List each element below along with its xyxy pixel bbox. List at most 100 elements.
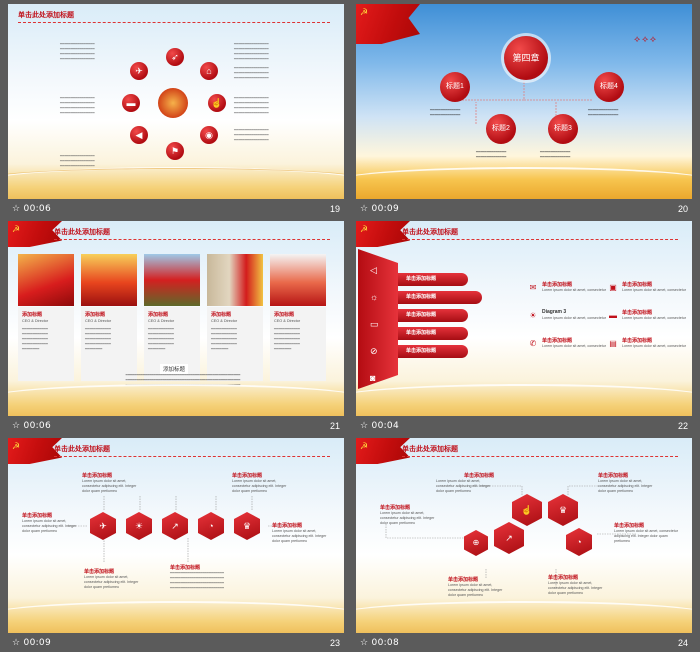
trophy-icon: ♛ (234, 512, 260, 540)
timing-label: ☆ 00:09 (12, 638, 51, 648)
rocket-icon: ➶ (166, 48, 184, 66)
card-text: ━━━━━━━━━━━━ ━━━━━━━━━━━━ ━━━━━━━━━━━━ ━━━━… (85, 327, 111, 351)
photo-2 (81, 254, 137, 306)
slide-thumbnail-24[interactable]: ☭ 单击此处添加标题 ☝ ♛ ↗ ⊕ ◔ 单击添加标题 Lorem ipsum … (356, 438, 692, 652)
item-text: Lorem ipsum dolor sit amet, consectetur (542, 316, 606, 320)
text-block: ━━━━━━━━━━━━━━ ━━━━━━━━━━━━━━ (540, 150, 571, 159)
slide-footer: ☆ 00:06 21 (8, 416, 344, 435)
icon-column (358, 249, 398, 389)
slide-header: 单击此处添加标题 (402, 229, 458, 236)
photo-3 (144, 254, 200, 306)
block-text: Lorem ipsum dolor sit amet, consectetur … (22, 519, 77, 533)
profile-card: 添加标题 CEO & Director ━━━━━━━━━━━━ ━━━━━━━━… (207, 307, 263, 381)
pie-chart-icon: ◔ (566, 528, 592, 556)
text-block: ━━━━━━━━━━━━━━━━ ━━━━━━━━━━━━━━━━ ━━━━━━━━… (234, 42, 269, 61)
block-text: Lorem ipsum dolor sit amet, consectetur … (84, 575, 139, 589)
card-role: CEO & Director (274, 319, 301, 323)
tab-bar-4: 单击添加标题 (398, 327, 468, 340)
item-title: 单击添加标题 (622, 282, 653, 288)
megaphone-icon: ◁ (370, 265, 377, 275)
slide-number: 23 (329, 638, 340, 648)
card-title: 添加标题 (274, 312, 295, 318)
center-emblem (158, 88, 188, 118)
profile-card: 添加标题 CEO & Director ━━━━━━━━━━━━ ━━━━━━━━… (144, 307, 200, 381)
camera-icon: ◙ (370, 373, 376, 383)
block-title: 单击添加标题 (598, 473, 629, 479)
slide-canvas: 单击此处添加标题 ━━━━━━━━━━━━━━━━ ━━━━━━━━━━━━━━━… (8, 4, 344, 199)
profile-card: 添加标题 CEO & Director ━━━━━━━━━━━━ ━━━━━━━━… (270, 307, 326, 381)
card-role: CEO & Director (211, 319, 238, 323)
tab-bar-3: 单击添加标题 (398, 309, 468, 322)
card-text: ━━━━━━━━━━━━ ━━━━━━━━━━━━ ━━━━━━━━━━━━ ━━━━… (148, 327, 174, 351)
photo-5 (270, 254, 326, 306)
block-text: Lorem ipsum dolor sit amet, consectetur … (436, 479, 491, 493)
slide-header: 单击此处添加标题 (54, 229, 110, 236)
slide-footer: ☆ 00:04 22 (356, 416, 692, 435)
header-divider (54, 239, 330, 240)
car-icon: ▬ (609, 311, 617, 320)
block-text: Lorem ipsum dolor sit amet, consectetur … (448, 583, 503, 597)
slide-thumbnail-22[interactable]: ☭ 单击此处添加标题 ◁ ☼ ▭ ⊘ ◙ 单击添加标题 单击添加标题 单击添加标… (356, 221, 692, 435)
clock-icon: ☆ (12, 421, 21, 431)
clock-icon: ☆ (12, 204, 21, 214)
card-role: CEO & Director (85, 319, 112, 323)
slide-canvas: ☭ ⟡⟡⟡ 第四章 标题1 标题2 标题3 标题4 ━━━━━━━━━━━━━━… (356, 4, 692, 199)
clock-icon: ☆ (360, 204, 369, 214)
connector-lines (460, 76, 592, 128)
mail-icon: ✉ (529, 283, 537, 292)
flag-icon: ⚑ (166, 142, 184, 160)
block-title: 单击添加标题 (614, 523, 645, 529)
icon-stack: ◁ ☼ ▭ ⊘ ◙ (370, 257, 379, 392)
slide-number: 24 (677, 638, 688, 648)
slide-header: 单击此处添加标题 (402, 446, 458, 453)
tab-bar-5: 单击添加标题 (398, 345, 468, 358)
item-text: Lorem ipsum dolor sit amet, consectetur (622, 344, 686, 348)
text-block: ━━━━━━━━━━━━━━━━ ━━━━━━━━━━━━━━━━ ━━━━━━━━… (60, 42, 95, 61)
slide-number: 22 (677, 421, 688, 431)
slide-thumbnail-21[interactable]: ☭ 单击此处添加标题 添加标题 CEO & Director ━━━━━━━━━… (8, 221, 344, 435)
home-icon: ⌂ (200, 62, 218, 80)
slide-thumbnail-20[interactable]: ☭ ⟡⟡⟡ 第四章 标题1 标题2 标题3 标题4 ━━━━━━━━━━━━━━… (356, 4, 692, 218)
slide-footer: ☆ 00:09 23 (8, 633, 344, 652)
title-circle-2: 标题2 (486, 114, 516, 144)
text-block: ━━━━━━━━━━━━━━━━ ━━━━━━━━━━━━━━━━ ━━━━━━━━… (60, 154, 95, 168)
timing-label: ☆ 00:06 (12, 421, 51, 431)
item-title: 单击添加标题 (622, 338, 653, 344)
header-divider (18, 22, 330, 23)
card-text: ━━━━━━━━━━━━ ━━━━━━━━━━━━ ━━━━━━━━━━━━ ━━━━… (22, 327, 48, 351)
connector-lines (68, 496, 288, 562)
block-text: Lorem ipsum dolor sit amet, consectetur … (82, 479, 137, 493)
block-title: 单击添加标题 (548, 575, 579, 581)
monitor-icon: ▭ (370, 319, 379, 329)
block-text: Lorem ipsum dolor sit amet, consectetur … (380, 511, 435, 525)
slide-thumbnail-23[interactable]: ☭ 单击此处添加标题 ✈ ☀ ↗ ◔ ♛ 单击添加标题 Lorem ipsum … (8, 438, 344, 652)
doves-decor: ⟡⟡⟡ (634, 34, 658, 44)
text-block: ━━━━━━━━━━━━━━━━ ━━━━━━━━━━━━━━━━ ━━━━━━━━… (234, 66, 269, 80)
thumbs-up-icon: ☝ (208, 94, 226, 112)
block-text: Lorem ipsum dolor sit amet, consectetur … (614, 529, 678, 543)
decor-wave (8, 168, 344, 189)
pie-chart-icon: ◔ (198, 512, 224, 540)
item-title: 单击添加标题 (542, 282, 573, 288)
chat-icon: ✆ (529, 339, 537, 348)
block-text: Lorem ipsum dolor sit amet, consectetur … (598, 479, 653, 493)
slide-thumbnail-19[interactable]: 单击此处添加标题 ━━━━━━━━━━━━━━━━ ━━━━━━━━━━━━━━━… (8, 4, 344, 218)
profile-card: 添加标题 CEO & Director ━━━━━━━━━━━━ ━━━━━━━━… (18, 307, 74, 381)
decor-wave (356, 601, 692, 629)
item-text: Lorem ipsum dolor sit amet, consectetur (622, 316, 686, 320)
slide-canvas: ☭ 单击此处添加标题 ◁ ☼ ▭ ⊘ ◙ 单击添加标题 单击添加标题 单击添加标… (356, 221, 692, 416)
megaphone-icon: ◀ (130, 126, 148, 144)
text-block: ━━━━━━━━━━━━━━━━ ━━━━━━━━━━━━━━━━ ━━━━━━━━… (234, 128, 269, 142)
slide-canvas: ☭ 单击此处添加标题 ✈ ☀ ↗ ◔ ♛ 单击添加标题 Lorem ipsum … (8, 438, 344, 633)
slide-footer: ☆ 00:08 24 (356, 633, 692, 652)
slide-header: 单击此处添加标题 (54, 446, 110, 453)
document-icon: ▤ (609, 339, 617, 348)
card-text: ━━━━━━━━━━━━ ━━━━━━━━━━━━ ━━━━━━━━━━━━ ━━━━… (211, 327, 237, 351)
block-title: 单击添加标题 (272, 523, 303, 529)
timing-label: ☆ 00:09 (360, 204, 399, 214)
text-block: ━━━━━━━━━━━━━━━━ ━━━━━━━━━━━━━━━━ ━━━━━━━━… (60, 96, 95, 115)
block-title: 单击添加标题 (170, 565, 201, 571)
title-circle-3: 标题3 (548, 114, 578, 144)
photo-4 (207, 254, 263, 306)
plane-icon: ✈ (130, 62, 148, 80)
